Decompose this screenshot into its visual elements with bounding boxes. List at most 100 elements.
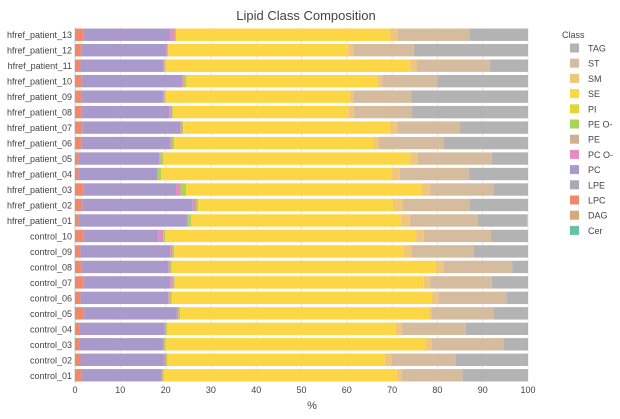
bar-segment-st-control_03[interactable]	[431, 338, 504, 351]
bar-segment-pc-hfref_patient_10[interactable]	[81, 74, 182, 88]
bar-segment-se-control_02[interactable]	[167, 353, 385, 366]
bar-segment-pco-hfref_patient_13[interactable]	[170, 28, 175, 41]
bar-segment-lpc-control_04[interactable]	[75, 322, 80, 336]
bar-segment-sm-hfref_patient_08[interactable]	[348, 105, 355, 119]
bar-segment-sm-hfref_patient_07[interactable]	[389, 121, 398, 134]
bar-segment-tag-control_06[interactable]	[506, 291, 528, 305]
bar-segment-pc-control_07[interactable]	[83, 276, 171, 289]
bar-segment-peo-hfref_patient_09[interactable]	[164, 90, 166, 103]
bar-segment-pc-control_02[interactable]	[80, 353, 165, 366]
bar-segment-peo-control_01[interactable]	[162, 369, 164, 382]
bar-segment-sm-control_07[interactable]	[423, 276, 431, 289]
bar-segment-st-hfref_patient_10[interactable]	[382, 74, 438, 88]
bar-segment-st-hfref_patient_04[interactable]	[399, 167, 470, 181]
bar-segment-lpc-hfref_patient_07[interactable]	[75, 121, 83, 134]
bar-segment-pc-control_10[interactable]	[83, 229, 159, 243]
bar-segment-tag-control_08[interactable]	[512, 260, 528, 274]
bar-segment-sm-control_09[interactable]	[403, 245, 412, 258]
legend-item-dag[interactable]: DAG	[570, 210, 608, 221]
bar-segment-sm-hfref_patient_06[interactable]	[373, 136, 379, 150]
bar-segment-pc-hfref_patient_01[interactable]	[78, 214, 187, 227]
bar-segment-tag-hfref_patient_01[interactable]	[477, 214, 528, 227]
bar-segment-lpc-hfref_patient_10[interactable]	[75, 74, 82, 88]
bar-segment-pco-hfref_patient_05[interactable]	[159, 152, 161, 165]
bar-segment-lpc-control_08[interactable]	[75, 260, 82, 274]
legend-item-sm[interactable]: SM	[570, 73, 602, 84]
bar-segment-sm-hfref_patient_02[interactable]	[393, 198, 403, 212]
bar-segment-tag-hfref_patient_11[interactable]	[489, 59, 528, 72]
bar-segment-pco-control_05[interactable]	[176, 307, 179, 320]
bar-segment-st-hfref_patient_05[interactable]	[417, 152, 492, 165]
bar-segment-st-hfref_patient_03[interactable]	[430, 183, 495, 196]
bar-segment-st-control_07[interactable]	[430, 276, 492, 289]
bar-segment-peo-hfref_patient_10[interactable]	[183, 74, 187, 88]
bar-segment-lpc-control_07[interactable]	[75, 276, 84, 289]
bar-segment-se-hfref_patient_07[interactable]	[183, 121, 390, 134]
legend-item-cer[interactable]: Cer	[570, 225, 603, 236]
bar-segment-st-hfref_patient_06[interactable]	[378, 136, 444, 150]
bar-segment-lpc-hfref_patient_08[interactable]	[75, 105, 82, 119]
bar-segment-sm-hfref_patient_11[interactable]	[410, 59, 418, 72]
bar-segment-se-hfref_patient_05[interactable]	[163, 152, 411, 165]
bar-segment-tag-hfref_patient_12[interactable]	[413, 44, 528, 57]
bar-segment-se-control_03[interactable]	[165, 338, 426, 351]
bar-segment-se-hfref_patient_13[interactable]	[176, 28, 390, 41]
bar-segment-st-hfref_patient_01[interactable]	[409, 214, 478, 227]
bar-segment-lpc-hfref_patient_03[interactable]	[75, 183, 84, 196]
bar-segment-pco-hfref_patient_01[interactable]	[186, 214, 189, 227]
bar-segment-pco-control_10[interactable]	[158, 229, 164, 243]
bar-segment-se-hfref_patient_01[interactable]	[190, 214, 401, 227]
bar-segment-se-hfref_patient_11[interactable]	[165, 59, 411, 72]
bar-segment-pco-control_04[interactable]	[164, 322, 166, 336]
bar-segment-peo-control_03[interactable]	[164, 338, 166, 351]
bar-segment-peo-hfref_patient_08[interactable]	[171, 105, 173, 119]
bar-segment-pco-control_06[interactable]	[168, 291, 170, 305]
bar-segment-pc-control_06[interactable]	[80, 291, 169, 305]
bar-segment-sm-hfref_patient_10[interactable]	[377, 74, 383, 88]
bar-segment-lpc-hfref_patient_09[interactable]	[75, 90, 82, 103]
bar-segment-pc-hfref_patient_02[interactable]	[82, 198, 193, 212]
bar-segment-tag-hfref_patient_02[interactable]	[470, 198, 528, 212]
bar-segment-pc-hfref_patient_12[interactable]	[81, 44, 167, 57]
bar-segment-sm-hfref_patient_01[interactable]	[400, 214, 410, 227]
bar-segment-pco-control_01[interactable]	[161, 369, 163, 382]
legend-item-peo[interactable]: PE O-	[570, 119, 613, 130]
bar-segment-pc-hfref_patient_09[interactable]	[81, 90, 164, 103]
bar-segment-lpc-hfref_patient_13[interactable]	[75, 28, 84, 41]
bar-segment-pc-hfref_patient_07[interactable]	[82, 121, 181, 134]
bar-segment-st-control_10[interactable]	[423, 229, 491, 243]
bar-segment-peo-control_08[interactable]	[170, 260, 172, 274]
bar-segment-peo-hfref_patient_04[interactable]	[157, 167, 162, 181]
bar-segment-pc-hfref_patient_06[interactable]	[81, 136, 171, 150]
bar-segment-pc-control_03[interactable]	[79, 338, 163, 351]
bar-segment-lpc-hfref_patient_01[interactable]	[75, 214, 79, 227]
bar-segment-st-hfref_patient_12[interactable]	[353, 44, 414, 57]
bar-segment-se-control_09[interactable]	[174, 245, 404, 258]
bar-segment-sm-control_05[interactable]	[429, 307, 432, 320]
bar-segment-peo-hfref_patient_06[interactable]	[171, 136, 175, 150]
bar-segment-se-hfref_patient_10[interactable]	[186, 74, 378, 88]
bar-segment-peo-hfref_patient_01[interactable]	[188, 214, 191, 227]
bar-segment-pco-control_03[interactable]	[162, 338, 165, 351]
bar-segment-pco-hfref_patient_11[interactable]	[163, 59, 165, 72]
bar-segment-lpc-hfref_patient_12[interactable]	[75, 44, 82, 57]
bar-segment-pco-control_07[interactable]	[170, 276, 173, 289]
bar-segment-st-hfref_patient_07[interactable]	[397, 121, 461, 134]
bar-segment-pco-hfref_patient_08[interactable]	[169, 105, 172, 119]
bar-segment-lpc-control_02[interactable]	[75, 353, 81, 366]
legend-item-pc[interactable]: PC	[570, 165, 601, 175]
legend-item-pi[interactable]: PI	[570, 104, 597, 114]
bar-segment-peo-hfref_patient_12[interactable]	[167, 44, 169, 57]
bar-segment-sm-hfref_patient_09[interactable]	[349, 90, 354, 103]
bar-segment-pco-hfref_patient_06[interactable]	[170, 136, 172, 150]
bar-segment-peo-control_05[interactable]	[178, 307, 181, 320]
bar-segment-sm-control_02[interactable]	[384, 353, 392, 366]
bar-segment-st-control_09[interactable]	[411, 245, 474, 258]
bar-segment-peo-control_06[interactable]	[169, 291, 172, 305]
bar-segment-se-hfref_patient_12[interactable]	[168, 44, 349, 57]
bar-segment-peo-hfref_patient_03[interactable]	[180, 183, 186, 196]
bar-segment-pc-control_04[interactable]	[79, 322, 165, 336]
bar-segment-st-control_01[interactable]	[402, 369, 463, 382]
bar-segment-se-hfref_patient_02[interactable]	[198, 198, 394, 212]
bar-segment-tag-control_02[interactable]	[455, 353, 528, 366]
